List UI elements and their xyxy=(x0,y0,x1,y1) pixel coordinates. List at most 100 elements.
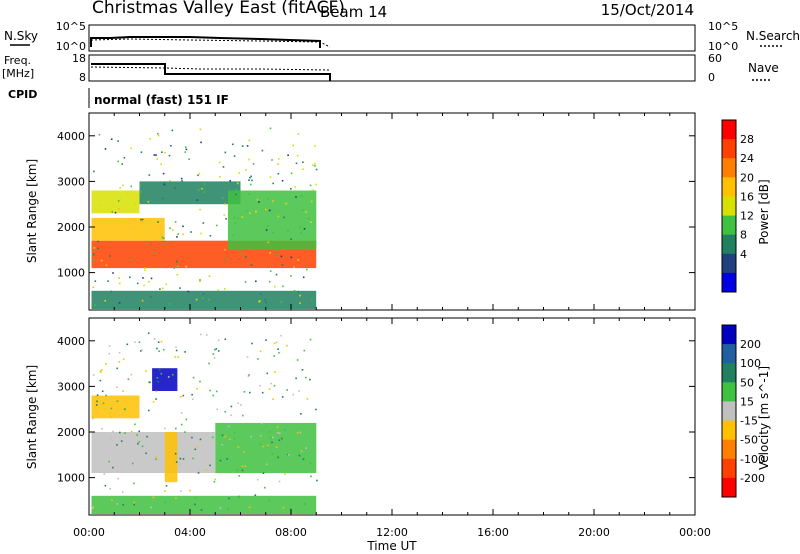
power-speckle xyxy=(157,133,159,135)
power-speckle xyxy=(174,187,176,189)
vel-speckle xyxy=(276,432,279,434)
vel-speckle xyxy=(250,435,252,438)
vel-speckle xyxy=(101,428,103,430)
vel-speckle xyxy=(273,355,275,357)
power-speckle xyxy=(111,211,114,213)
vel-speckle xyxy=(199,438,202,441)
power-speckle xyxy=(195,298,198,301)
power-speckle xyxy=(94,304,96,306)
power-speckle xyxy=(161,197,164,200)
vel-speckle xyxy=(205,469,208,471)
power-speckle xyxy=(148,174,151,176)
power-speckle xyxy=(234,222,237,224)
vel-speckle xyxy=(150,506,152,509)
power-speckle xyxy=(144,269,146,272)
vel-speckle xyxy=(266,372,268,375)
power-speckle xyxy=(182,225,184,228)
power-speckle xyxy=(264,299,266,301)
power-speckle xyxy=(93,247,96,249)
power-speckle xyxy=(98,133,101,136)
power-speckle xyxy=(202,297,204,300)
power-speckle xyxy=(119,187,121,189)
power-speckle xyxy=(203,191,206,193)
vel-speckle xyxy=(272,398,274,400)
power-speckle xyxy=(281,264,284,266)
power-speckle xyxy=(110,290,113,293)
colorbar-frame xyxy=(721,324,737,498)
vel-speckle xyxy=(276,426,279,428)
power-speckle xyxy=(290,188,292,190)
vel-speckle xyxy=(224,338,227,340)
vel-speckle xyxy=(310,475,312,478)
vel-speckle xyxy=(198,469,200,472)
vel-speckle xyxy=(302,458,305,460)
power-speckle xyxy=(161,151,163,153)
power-speckle xyxy=(170,145,172,147)
vel-speckle xyxy=(158,369,161,371)
power-speckle xyxy=(297,290,300,293)
freq-label: Freq. xyxy=(4,54,31,67)
vel-speckle xyxy=(117,477,119,480)
vel-speckle xyxy=(237,402,239,404)
vel-speckle xyxy=(192,376,195,379)
vel-speckle xyxy=(192,457,194,460)
power-speckle xyxy=(225,218,227,220)
vel-speckle xyxy=(138,430,140,433)
vel-speckle xyxy=(273,342,276,345)
colorbar-tick-label: -100 xyxy=(740,453,765,466)
power-speckle xyxy=(269,252,271,254)
vel-speckle xyxy=(95,404,98,406)
vel-speckle xyxy=(99,370,102,372)
nave-trace xyxy=(90,66,331,71)
freq-tick-top: 18 xyxy=(72,52,86,65)
vel-speckle xyxy=(180,412,183,414)
vel-speckle xyxy=(191,393,193,396)
power-speckle xyxy=(248,158,250,161)
power-speckle xyxy=(302,209,304,211)
power-speckle xyxy=(314,145,316,147)
colorbar-segment xyxy=(722,139,736,159)
power-speckle xyxy=(150,277,153,280)
vel-speckle xyxy=(260,434,262,437)
power-speckle xyxy=(280,301,282,303)
power-speckle xyxy=(112,272,114,274)
vel-speckle xyxy=(192,398,194,400)
vel-region-3 xyxy=(215,422,317,474)
colorbar-segment xyxy=(722,215,736,236)
vel-speckle xyxy=(157,341,160,343)
power-speckle xyxy=(232,198,235,201)
power-speckle xyxy=(241,216,244,218)
power-speckle xyxy=(314,162,316,165)
vel-speckle xyxy=(164,501,166,504)
power-speckle xyxy=(293,290,296,292)
x-tick-label: 04:00 xyxy=(174,526,206,539)
y-tick-label: 3000 xyxy=(57,380,85,393)
colorbar-tick-label: 15 xyxy=(740,395,754,408)
vel-speckle xyxy=(105,363,107,365)
vel-speckle xyxy=(174,452,177,455)
y-tick-label: 4000 xyxy=(57,130,85,143)
colorbar-segment xyxy=(722,420,736,441)
power-speckle xyxy=(274,285,276,288)
vel-speckle xyxy=(214,478,216,481)
vel-speckle xyxy=(130,373,133,376)
power-speckle xyxy=(117,140,119,142)
vel-speckle xyxy=(102,402,105,405)
vel-speckle xyxy=(133,503,135,506)
vel-speckle xyxy=(92,506,95,509)
power-speckle xyxy=(229,180,231,182)
date-label: 15/Oct/2014 xyxy=(601,1,694,19)
power-speckle xyxy=(281,180,284,182)
vel-speckle xyxy=(280,334,282,337)
power-speckle xyxy=(162,287,164,290)
vel-speckle xyxy=(277,456,279,459)
vel-speckle xyxy=(214,348,216,351)
vel-speckle xyxy=(306,398,309,400)
vel-speckle xyxy=(180,396,182,398)
power-speckle xyxy=(237,217,239,220)
power-speckle xyxy=(169,180,171,182)
power-speckle xyxy=(163,243,166,246)
power-speckle xyxy=(219,176,221,178)
vel-speckle xyxy=(116,400,119,402)
power-speckle xyxy=(104,299,106,302)
